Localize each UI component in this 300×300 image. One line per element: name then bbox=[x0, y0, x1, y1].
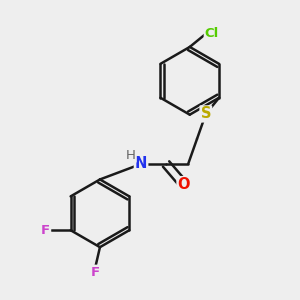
Text: S: S bbox=[201, 106, 211, 122]
Text: O: O bbox=[178, 177, 190, 192]
Text: Cl: Cl bbox=[205, 27, 219, 40]
Text: F: F bbox=[91, 266, 100, 279]
Text: N: N bbox=[135, 157, 147, 172]
Text: F: F bbox=[41, 224, 50, 237]
Text: H: H bbox=[126, 149, 136, 162]
